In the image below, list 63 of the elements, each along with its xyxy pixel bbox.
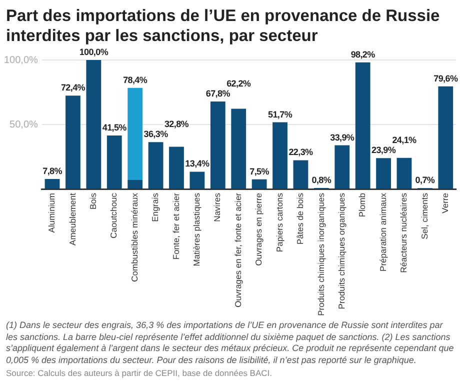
x-tick-label: Verre [440, 192, 450, 214]
x-tick-label: Aluminium [46, 193, 57, 233]
x-tick-label: Ouvrages en fer, fonte et acier [232, 192, 243, 308]
x-tick-label: Engrais [150, 193, 160, 222]
bar [128, 88, 143, 180]
bar [376, 158, 391, 188]
x-tick-label: Papiers cartons [274, 193, 284, 252]
bar [272, 122, 288, 188]
bar [148, 142, 164, 188]
data-label: 23,9% [372, 145, 396, 156]
bar [106, 135, 122, 188]
x-tick-label: Réacteurs nucléaires [398, 193, 409, 273]
x-tick-label: Ameublement [67, 192, 78, 246]
x-tick-label: Produits chimiques inorganiques [316, 193, 326, 316]
data-label: 36,3% [144, 129, 168, 140]
bar [44, 178, 60, 188]
data-label: 79,6% [434, 73, 458, 84]
bar [169, 146, 184, 188]
data-label: 100,0% [79, 46, 108, 57]
chart-title: Part des importations de l’UE en provenance de Russie interdites par les sanctions, par secteur [5, 6, 441, 46]
text: (1) Dans le secteur des engrais, 36,3 % des importations de l’UE en provenance de Russie sont interdites par les sanctions. La barre bleu-ciel représente l’effet additionnel du sixième paquet de sanctions. (2) Les sanctions s’appliquent également à l’argent dans le secteur des métaux précieux. Ce produit ne représente cependant que 0,005 % des importations du secteur. Pour des raisons de lisibilité, il n’est pas reporté sur le graphique. [5, 319, 455, 366]
x-tick-label: Sel, ciments [419, 193, 430, 240]
y-tick-label: 50,0% [10, 119, 38, 130]
data-label: 0,8% [312, 174, 332, 185]
x-tick-label: Navires [212, 193, 222, 222]
data-label: 24,1% [392, 135, 417, 146]
x-tick-label: Ouvrages en pierre [254, 192, 264, 266]
total-label: 78,4% [123, 74, 148, 85]
bar [355, 62, 370, 188]
x-tick-label: Matières plastiques [192, 193, 202, 266]
bar [190, 172, 205, 188]
data-label: 41,5% [102, 122, 127, 132]
x-tick-label: Plomb [357, 192, 368, 218]
data-label: 0,7% [415, 175, 435, 186]
data-label: 13,4% [185, 158, 210, 169]
data-label: 7,8% [42, 166, 62, 176]
bar [438, 86, 454, 188]
bar [86, 60, 102, 188]
data-label: 33,9% [330, 132, 354, 142]
bar [293, 160, 308, 188]
x-tick-label: Bois [88, 193, 98, 210]
data-label: 67,8% [206, 88, 230, 99]
bar [396, 158, 412, 188]
data-label: 62,2% [226, 78, 251, 89]
x-tick-label: Produits chimiques organiques [336, 193, 346, 310]
x-tick-label: Pâtes de bois [295, 193, 306, 245]
source-note: Source: Calculs des auteurs à partir de CEPII, base de données BACI. [5, 367, 274, 380]
data-label: 72,4% [60, 82, 86, 93]
bar [231, 108, 246, 188]
data-label: 98,2% [350, 49, 376, 60]
bar [66, 96, 80, 188]
bar [210, 102, 226, 188]
x-tick-label: Fonte, fer et acier [170, 192, 181, 260]
x-tick-label: Caoutchouc [108, 192, 119, 238]
bar [252, 179, 267, 188]
x-tick-label: Préparation animaux [378, 192, 388, 272]
bar [128, 180, 143, 188]
data-label: 32,8% [164, 119, 189, 130]
bar [334, 145, 350, 188]
data-label: 7,5% [250, 166, 270, 176]
data-label: 51,7% [268, 109, 292, 120]
data-label: 22,3% [288, 147, 314, 158]
x-tick-label: Combustibles minéraux [129, 192, 140, 282]
